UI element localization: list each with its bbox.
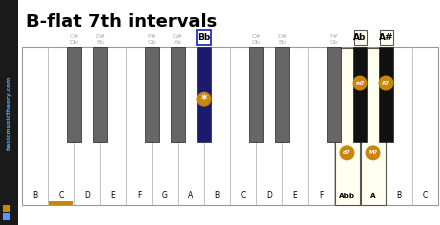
Text: Abb: Abb [339, 193, 355, 199]
Bar [0, 0, 18, 225]
Text: Gb: Gb [147, 40, 157, 45]
Text: *: * [201, 93, 207, 106]
Circle shape [366, 145, 381, 160]
Text: E: E [110, 191, 115, 200]
Text: Eb: Eb [278, 40, 286, 45]
Text: G: G [162, 191, 168, 200]
Bar [379, 30, 392, 45]
Circle shape [352, 76, 367, 90]
Text: m7: m7 [355, 81, 365, 86]
Text: A#: A# [379, 33, 393, 42]
Bar [171, 47, 185, 142]
Bar [197, 47, 211, 142]
Text: D: D [84, 191, 90, 200]
Bar [353, 30, 367, 45]
Bar [197, 30, 211, 45]
Text: Gb: Gb [330, 40, 338, 45]
Text: B: B [396, 191, 402, 200]
Text: D#: D# [95, 34, 105, 38]
Text: basicmusictheory.com: basicmusictheory.com [7, 75, 11, 150]
Text: F#: F# [330, 34, 338, 38]
Text: B: B [33, 191, 37, 200]
Text: C#: C# [69, 34, 79, 38]
Text: D#: D# [277, 34, 287, 38]
Text: Db: Db [252, 40, 260, 45]
Bar [249, 47, 263, 142]
Text: Ab: Ab [353, 33, 367, 42]
Bar [49, 201, 73, 205]
Text: C#: C# [251, 34, 261, 38]
Bar [360, 47, 385, 205]
Bar [3, 213, 10, 220]
Text: Eb: Eb [96, 40, 104, 45]
Text: A7: A7 [382, 81, 390, 86]
Bar [93, 47, 107, 142]
Bar [67, 47, 81, 142]
Text: B: B [214, 191, 220, 200]
Text: A: A [188, 191, 194, 200]
Text: G#: G# [173, 34, 183, 38]
Bar [275, 47, 289, 142]
Bar [3, 205, 10, 212]
Circle shape [378, 76, 393, 90]
Text: Ab: Ab [174, 40, 182, 45]
Text: M7: M7 [368, 150, 378, 155]
Text: B-flat 7th intervals: B-flat 7th intervals [26, 13, 217, 31]
Bar [22, 47, 438, 205]
Bar [145, 47, 159, 142]
Text: A: A [370, 193, 376, 199]
Text: C: C [240, 191, 246, 200]
Text: C: C [422, 191, 428, 200]
Circle shape [197, 92, 212, 107]
Bar [353, 47, 367, 142]
Text: E: E [293, 191, 297, 200]
Text: d7: d7 [343, 150, 351, 155]
Text: F: F [137, 191, 141, 200]
Bar [379, 47, 393, 142]
Text: D: D [266, 191, 272, 200]
Bar [334, 47, 359, 205]
Circle shape [340, 145, 355, 160]
Text: C: C [59, 191, 64, 200]
Text: F: F [319, 191, 323, 200]
Text: F#: F# [147, 34, 157, 38]
Text: Db: Db [70, 40, 78, 45]
Bar [327, 47, 341, 142]
Text: Bb: Bb [198, 33, 211, 42]
